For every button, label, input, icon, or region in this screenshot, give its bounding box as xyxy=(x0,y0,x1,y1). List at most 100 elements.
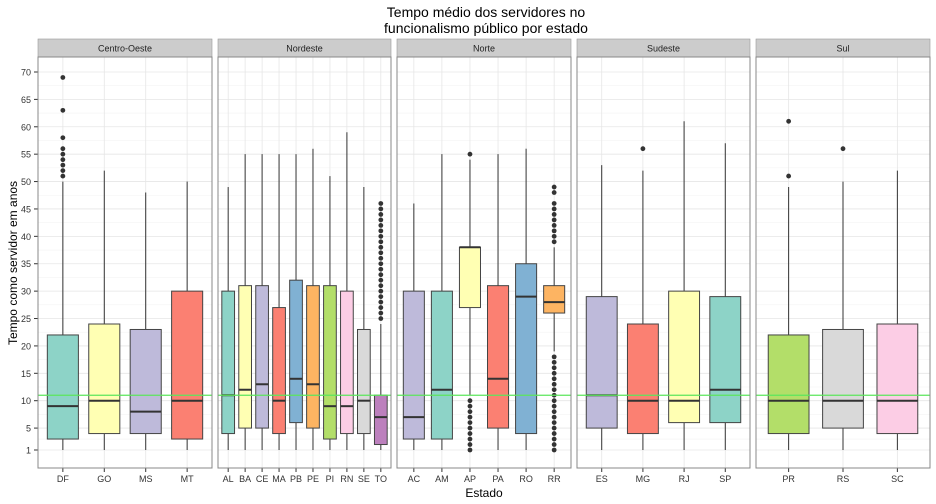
outlier-point xyxy=(378,266,384,272)
outlier-point xyxy=(551,217,557,223)
outlier-point xyxy=(467,403,473,409)
facet-norte: Norte AC AM AP PA RO RR xyxy=(396,38,572,484)
x-tick-label: AC xyxy=(408,474,421,484)
outlier-point xyxy=(551,431,557,436)
outlier-point xyxy=(551,212,557,217)
x-tick-label: MT xyxy=(181,474,194,484)
box xyxy=(876,323,919,435)
outlier-point xyxy=(60,151,66,157)
box xyxy=(458,246,481,309)
box-am xyxy=(430,154,453,450)
outlier-point xyxy=(60,162,66,168)
outlier-point xyxy=(551,228,557,234)
x-tick-label: PB xyxy=(290,474,302,484)
box-ce xyxy=(255,154,269,450)
y-tick-label: 20 xyxy=(21,341,31,351)
x-tick-label: SE xyxy=(358,474,370,484)
y-tick-label: 25 xyxy=(21,314,31,324)
y-tick-label: 45 xyxy=(21,204,31,214)
outlier-point xyxy=(551,206,557,212)
outlier-point xyxy=(551,354,557,360)
y-tick-label: 15 xyxy=(21,369,31,379)
box-sp xyxy=(709,143,742,450)
x-tick-label: ES xyxy=(596,474,608,484)
outlier-point xyxy=(378,310,384,316)
y-tick-label: 35 xyxy=(21,259,31,269)
x-tick-label: RR xyxy=(548,474,561,484)
box-pi xyxy=(323,176,337,450)
chart-title-line2: funcionalismo público por estado xyxy=(384,20,588,36)
facet-strip-label: Norte xyxy=(473,44,495,54)
box-pr xyxy=(767,118,810,450)
y-tick-label: 40 xyxy=(21,232,31,242)
panel-border xyxy=(396,56,572,469)
y-tick-label: 10 xyxy=(21,396,31,406)
box-ro xyxy=(515,148,538,450)
x-tick-label: GO xyxy=(97,474,111,484)
box-pa xyxy=(487,154,510,450)
box xyxy=(709,296,742,424)
box-pe xyxy=(306,148,320,450)
box xyxy=(373,394,388,446)
box-ap xyxy=(458,151,481,453)
x-tick-label: MS xyxy=(139,474,153,484)
box-rr xyxy=(543,184,566,453)
x-tick-label: AM xyxy=(435,474,449,484)
box-ms xyxy=(129,192,162,450)
outlier-point xyxy=(467,151,473,157)
outlier-point xyxy=(378,261,384,267)
box xyxy=(515,263,538,435)
box-df xyxy=(46,75,79,450)
outlier-point xyxy=(551,381,557,387)
outlier-point xyxy=(551,447,557,453)
box xyxy=(767,334,810,435)
box xyxy=(543,285,566,314)
box xyxy=(289,279,303,424)
box xyxy=(272,307,286,435)
outlier-point xyxy=(378,294,384,300)
outlier-point xyxy=(551,403,557,409)
x-axis-label: Estado xyxy=(465,486,503,500)
chart-title-line1: Tempo médio dos servidores no xyxy=(387,4,586,20)
outlier-point xyxy=(378,212,384,217)
outlier-point xyxy=(378,299,384,305)
outlier-point xyxy=(467,414,473,420)
outlier-point xyxy=(378,233,384,239)
outlier-point xyxy=(551,201,557,206)
facet-strip-label: Sul xyxy=(836,44,849,54)
outlier-point xyxy=(60,168,66,174)
outlier-point xyxy=(551,442,557,447)
box-mg xyxy=(626,146,659,450)
box-se xyxy=(357,187,371,450)
box xyxy=(171,290,204,440)
box-ma xyxy=(272,154,286,450)
outlier-point xyxy=(467,398,473,404)
panel-border xyxy=(37,56,213,469)
outlier-point xyxy=(551,414,557,420)
outlier-point xyxy=(378,244,384,250)
box-al xyxy=(221,187,236,450)
y-tick-label: 1 xyxy=(26,446,31,456)
x-tick-label: RO xyxy=(519,474,533,484)
box-go xyxy=(88,170,121,450)
y-tick-label: 60 xyxy=(21,122,31,132)
outlier-point xyxy=(551,387,557,393)
box xyxy=(626,323,659,435)
x-tick-label: PI xyxy=(326,474,335,484)
outlier-point xyxy=(378,255,384,261)
x-tick-label: PA xyxy=(492,474,503,484)
outlier-point xyxy=(551,239,557,245)
outlier-point xyxy=(378,283,384,289)
x-tick-label: DF xyxy=(57,474,69,484)
box-pb xyxy=(289,154,303,450)
outlier-point xyxy=(378,206,384,212)
outlier-point xyxy=(467,447,473,453)
outlier-point xyxy=(840,146,846,152)
outlier-point xyxy=(60,75,66,80)
box xyxy=(357,328,371,435)
outlier-point xyxy=(467,425,473,431)
x-tick-label: RN xyxy=(340,474,353,484)
facet-strip-label: Centro-Oeste xyxy=(98,44,152,54)
box-mt xyxy=(171,181,204,450)
